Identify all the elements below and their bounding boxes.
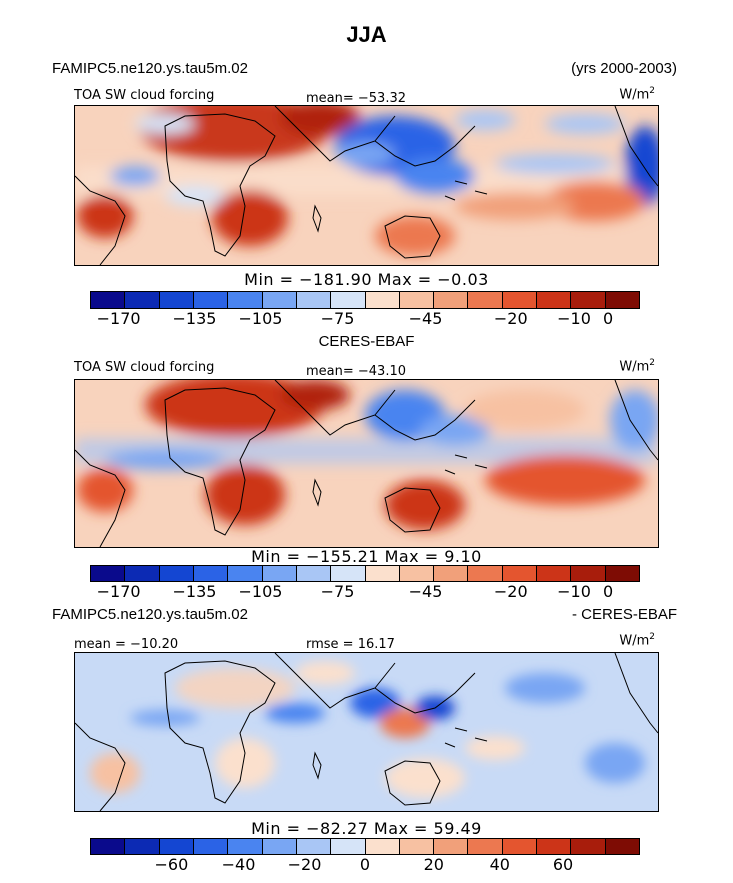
- colorbar-tick-label: 0: [603, 309, 614, 328]
- diff-left-label: FAMIPC5.ne120.ys.tau5m.02: [52, 606, 248, 623]
- colorbar-swatch: [159, 839, 194, 854]
- colorbar-swatch: [365, 839, 400, 854]
- panel2-mean: mean= −43.10: [306, 364, 407, 379]
- colorbar-swatch: [502, 292, 538, 308]
- panel1-minmax: Min = −181.90 Max = −0.03: [244, 270, 489, 289]
- years-label: (yrs 2000-2003): [571, 60, 677, 77]
- colorbar-tick-label: −105: [238, 582, 283, 601]
- colorbar-swatch: [502, 839, 538, 854]
- colorbar-swatch: [434, 839, 469, 854]
- panel3-mean: mean = −10.20: [74, 637, 179, 652]
- colorbar-swatch: [159, 292, 194, 308]
- figure-title: JJA: [346, 22, 387, 47]
- colorbar-swatch: [605, 566, 639, 581]
- colorbar-swatch: [331, 839, 366, 854]
- colorbar-swatch: [159, 566, 194, 581]
- colorbar-swatch: [399, 839, 435, 854]
- colorbar-tick-label: −135: [172, 582, 217, 601]
- colorbar-swatch: [296, 839, 332, 854]
- colorbar-swatch: [193, 566, 229, 581]
- colorbar-swatch: [468, 292, 503, 308]
- colorbar-tick-label: 60: [552, 855, 574, 874]
- colorbar-tick-label: −60: [154, 855, 189, 874]
- panel3-units: W/m2: [619, 632, 655, 649]
- colorbar-tick-label: −135: [172, 309, 217, 328]
- colorbar-swatch: [331, 292, 366, 308]
- colorbar-swatch: [193, 292, 229, 308]
- panel2-colorbar: [90, 565, 640, 582]
- colorbar-swatch: [399, 292, 435, 308]
- colorbar-tick-label: 0: [603, 582, 614, 601]
- colorbar-swatch: [571, 839, 606, 854]
- colorbar-tick-label: −20: [287, 855, 322, 874]
- colorbar-swatch: [331, 566, 366, 581]
- colorbar-tick-label: −75: [320, 582, 355, 601]
- colorbar-swatch: [125, 292, 160, 308]
- colorbar-swatch: [228, 566, 263, 581]
- panel1-mean: mean= −53.32: [306, 91, 407, 106]
- panel1-colorbar-ticks: −170 −135 −105 −75 −45 −20 −10 0: [90, 309, 640, 329]
- diff-right-label: - CERES-EBAF: [571, 606, 677, 623]
- panel2-map: [74, 379, 659, 548]
- colorbar-tick-label: −20: [493, 309, 528, 328]
- colorbar-swatch: [399, 566, 435, 581]
- panel2-colorbar-ticks: −170 −135 −105 −75 −45 −20 −10 0: [90, 582, 640, 602]
- colorbar-swatch: [296, 292, 332, 308]
- panel3-colorbar: [90, 838, 640, 855]
- colorbar-swatch: [91, 292, 126, 308]
- panel3-rmse: rmse = 16.17: [306, 637, 395, 652]
- colorbar-swatch: [262, 292, 297, 308]
- colorbar-swatch: [537, 292, 572, 308]
- colorbar-tick-label: −170: [96, 582, 141, 601]
- colorbar-swatch: [125, 566, 160, 581]
- colorbar-swatch: [228, 292, 263, 308]
- panel1-colorbar: [90, 291, 640, 309]
- colorbar-swatch: [434, 292, 469, 308]
- panel2-units: W/m2: [619, 358, 655, 375]
- colorbar-swatch: [91, 566, 126, 581]
- colorbar-swatch: [296, 566, 332, 581]
- colorbar-tick-label: −170: [96, 309, 141, 328]
- colorbar-swatch: [434, 566, 469, 581]
- colorbar-swatch: [228, 839, 263, 854]
- panel2-title: TOA SW cloud forcing: [74, 360, 215, 375]
- colorbar-swatch: [262, 566, 297, 581]
- panel3-minmax: Min = −82.27 Max = 59.49: [251, 819, 482, 838]
- colorbar-swatch: [468, 566, 503, 581]
- colorbar-swatch: [365, 292, 400, 308]
- colorbar-swatch: [365, 566, 400, 581]
- colorbar-tick-label: −10: [557, 582, 591, 601]
- colorbar-tick-label: −10: [557, 309, 591, 328]
- colorbar-swatch: [605, 292, 639, 308]
- colorbar-tick-label: 40: [489, 855, 510, 874]
- colorbar-swatch: [502, 566, 538, 581]
- colorbar-swatch: [537, 839, 572, 854]
- panel2-minmax: Min = −155.21 Max = 9.10: [251, 547, 482, 566]
- panel3-map: [74, 652, 659, 812]
- panel1-map: [74, 105, 659, 266]
- colorbar-swatch: [468, 839, 503, 854]
- colorbar-tick-label: 20: [423, 855, 444, 874]
- colorbar-swatch: [125, 839, 160, 854]
- panel1-units: W/m2: [619, 86, 655, 103]
- colorbar-swatch: [262, 839, 297, 854]
- colorbar-tick-label: −105: [238, 309, 283, 328]
- colorbar-tick-label: −40: [221, 855, 256, 874]
- colorbar-tick-label: −75: [320, 309, 355, 328]
- panel3-colorbar-ticks: −60 −40 −20 0 20 40 60: [90, 855, 640, 875]
- colorbar-tick-label: −45: [408, 582, 443, 601]
- colorbar-tick-label: −45: [408, 309, 443, 328]
- colorbar-swatch: [571, 566, 606, 581]
- colorbar-swatch: [605, 839, 639, 854]
- model-name: FAMIPC5.ne120.ys.tau5m.02: [52, 60, 248, 77]
- obs-name: CERES-EBAF: [318, 333, 415, 350]
- panel1-title: TOA SW cloud forcing: [74, 88, 215, 103]
- colorbar-swatch: [91, 839, 126, 854]
- colorbar-swatch: [537, 566, 572, 581]
- colorbar-swatch: [193, 839, 229, 854]
- colorbar-tick-label: 0: [359, 855, 371, 874]
- colorbar-swatch: [571, 292, 606, 308]
- colorbar-tick-label: −20: [493, 582, 528, 601]
